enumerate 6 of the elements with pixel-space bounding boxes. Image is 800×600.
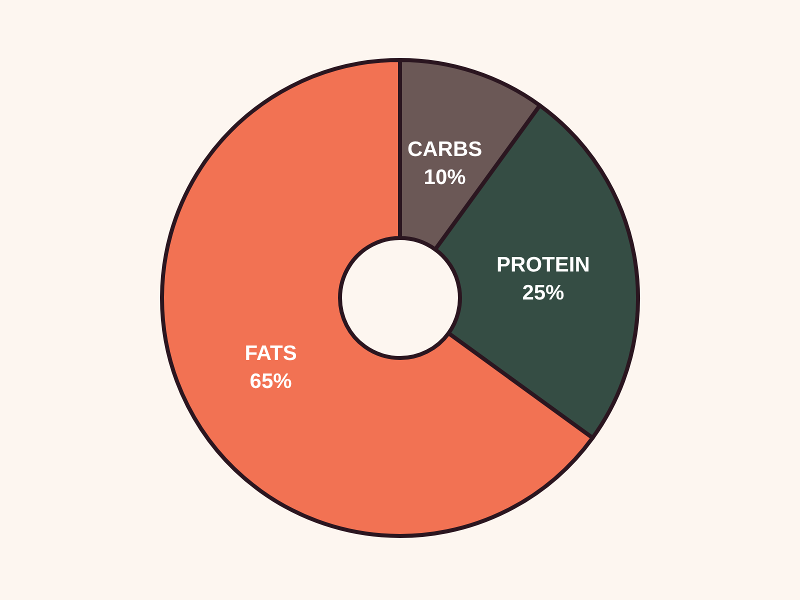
slice-label: PROTEIN xyxy=(496,253,590,276)
slice-label: CARBS xyxy=(407,138,482,162)
data-label: 10% xyxy=(424,166,466,190)
data-label: 25% xyxy=(522,281,565,304)
slice-label: FATS xyxy=(244,342,297,365)
data-label: 65% xyxy=(250,370,292,393)
